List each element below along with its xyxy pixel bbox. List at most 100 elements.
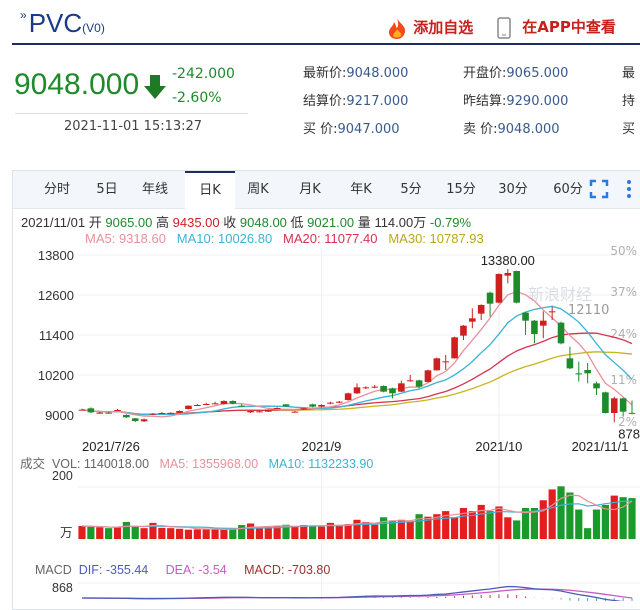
candle-body [557, 322, 565, 344]
candle-body [548, 311, 556, 313]
ma20-line [81, 332, 633, 416]
volume-bar [424, 516, 432, 539]
quote-time: 2021-11-01 15:13:27 [64, 119, 203, 134]
candle-body [318, 405, 325, 407]
candle-body [593, 383, 600, 389]
ma5-legend: MA5: 9318.60 [85, 231, 166, 246]
candle-body [247, 411, 254, 413]
tab-4[interactable]: 周K [247, 182, 269, 197]
candle-body [451, 337, 458, 359]
tab-2[interactable]: 年线 [141, 182, 168, 197]
last-price: 9048.000 [14, 68, 140, 101]
candle-body [575, 373, 583, 375]
volume-bar [495, 506, 503, 539]
stat-item: 开盘价:9065.000 [463, 62, 568, 81]
volume-bar [149, 522, 157, 539]
volume-bar [415, 514, 423, 539]
volume-bar [96, 527, 104, 539]
volume-bar [388, 520, 397, 539]
x-tick-label: 2021/9 [302, 439, 342, 454]
volume-bar [486, 511, 494, 539]
high-value: 9435.00 [172, 215, 220, 230]
stat-item: 昨结算:9290.000 [463, 90, 568, 109]
volume-bar [450, 517, 459, 539]
candle-body [486, 292, 494, 304]
fullscreen-icon[interactable] [589, 179, 609, 199]
ma-legend: MA5: 9318.60 MA10: 10026.80 MA20: 11077.… [85, 231, 484, 246]
volume-bar [113, 527, 122, 539]
candle-body [433, 358, 441, 371]
volume-ma5-line [81, 494, 633, 530]
macd-title: MACD [35, 563, 72, 577]
view-in-app-button[interactable]: 在APP中查看 [497, 16, 616, 39]
tab-5[interactable]: 月K [299, 182, 321, 197]
stat-value: 9065.000 [506, 66, 569, 81]
stat-label: 卖 价: [463, 122, 498, 137]
max-price-label: 13380.00 [481, 253, 535, 268]
stat-value: 9290.000 [506, 94, 569, 109]
volume-bar [592, 509, 601, 539]
candle-body [398, 383, 405, 392]
low-value: 9021.00 [307, 215, 355, 230]
stat-item: 卖 价:9048.000 [463, 118, 560, 137]
contract-code: (V0) [82, 21, 105, 35]
candle-body [353, 387, 361, 394]
volume-bar [87, 526, 95, 539]
volume-ma5: MA5: 1355968.00 [159, 457, 259, 471]
tab-6[interactable]: 年K [350, 182, 372, 197]
volume-bar [309, 525, 317, 539]
candle-body [78, 409, 86, 411]
volume-bar [468, 511, 476, 539]
candle-body [442, 361, 450, 363]
candle-body [131, 418, 139, 421]
volume-bar [557, 486, 565, 539]
volume-bar [175, 528, 184, 539]
candle-body [114, 410, 121, 411]
volume-bar [371, 524, 379, 539]
pct-value: -0.79% [429, 215, 472, 230]
stat-label: 持 [622, 94, 636, 109]
volume-bar [238, 525, 246, 539]
min-price-label: 8785.00 [618, 426, 640, 441]
tab-3[interactable]: 日K [185, 171, 235, 210]
symbol-title: »PVC(V0) [20, 8, 105, 39]
stat-label: 买 价: [303, 122, 338, 137]
candle-body [123, 415, 130, 418]
pct-label: 37% [610, 285, 637, 299]
volume-ma10: MA10: 1132233.90 [268, 457, 374, 471]
open-value: 9065.00 [105, 215, 153, 230]
candle-body [264, 409, 272, 412]
volume-bar [264, 527, 272, 539]
candle-body [344, 393, 352, 400]
tab-9[interactable]: 30分 [498, 182, 528, 197]
candle-body [149, 413, 157, 415]
candle-body [477, 305, 485, 314]
volume-bar [282, 524, 290, 539]
volume-bar [442, 511, 450, 539]
tab-10[interactable]: 60分 [553, 182, 583, 197]
tab-1[interactable]: 5日 [96, 182, 118, 197]
watermark: 新浪财经 [528, 285, 592, 304]
volume-axis-max: 200 [52, 469, 73, 483]
volume-bar [575, 509, 583, 539]
stat-item: 持 [622, 90, 635, 109]
chevron-icon: » [20, 8, 27, 22]
volume-bar [273, 526, 281, 539]
volume-bar [78, 525, 86, 539]
pct-label: 50% [610, 244, 637, 258]
tab-7[interactable]: 5分 [400, 182, 422, 197]
flame-icon [389, 18, 406, 39]
more-icon[interactable] [625, 178, 633, 200]
volume-bar [433, 514, 441, 539]
tab-0[interactable]: 分时 [43, 182, 70, 197]
candle-body [327, 402, 334, 404]
candle-body [460, 325, 467, 336]
volume-bar [220, 529, 228, 539]
macd-value: MACD: -703.80 [244, 563, 331, 577]
tab-8[interactable]: 15分 [446, 182, 476, 197]
y-tick-label: 12600 [38, 288, 74, 303]
pct-label: 11% [610, 373, 637, 387]
price-change-pct: -2.60% [172, 90, 222, 106]
add-watchlist-button[interactable]: 添加自选 [386, 16, 473, 40]
